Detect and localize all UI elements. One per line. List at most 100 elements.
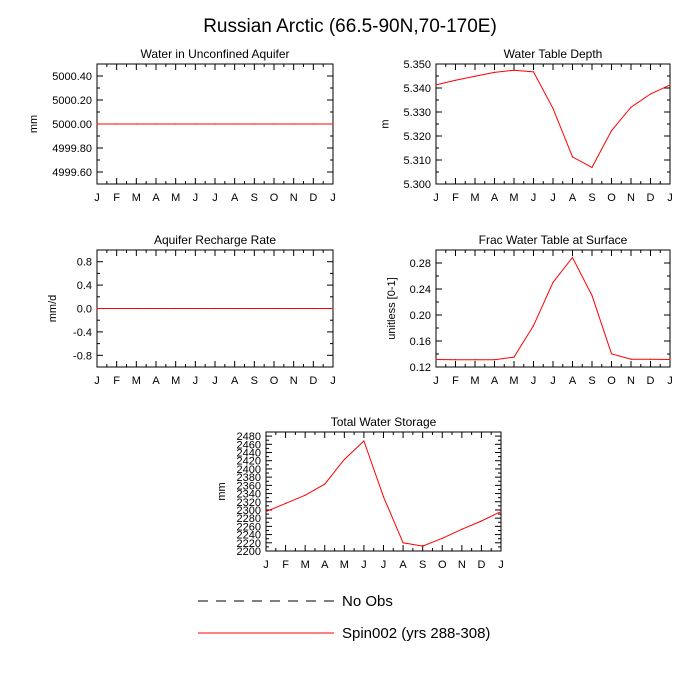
y-tick-label: 2240 xyxy=(237,530,261,542)
data-point xyxy=(214,307,216,310)
data-point xyxy=(571,256,574,259)
y-tick-label: 2280 xyxy=(237,513,261,525)
data-point xyxy=(312,307,314,310)
panel-title: Frac Water Table at Surface xyxy=(479,233,628,247)
panel-title: Water Table Depth xyxy=(504,47,603,61)
data-point xyxy=(135,123,137,125)
data-point xyxy=(461,528,463,530)
data-point xyxy=(284,502,287,504)
x-tick-label: A xyxy=(152,375,160,387)
y-tick-label: 0.4 xyxy=(77,280,92,292)
data-point xyxy=(175,123,177,125)
x-tick-label: A xyxy=(231,375,239,387)
data-point xyxy=(363,440,365,442)
y-tick-label: 5.310 xyxy=(403,155,431,167)
legend: No Obs Spin002 (yrs 288-308) xyxy=(198,593,490,642)
x-tick-label: D xyxy=(477,559,485,571)
x-tick-label: N xyxy=(627,375,635,387)
y-axis-label: mm xyxy=(28,115,40,133)
data-point xyxy=(312,123,314,125)
data-point xyxy=(649,93,652,95)
y-tick-label: 2440 xyxy=(237,448,261,460)
x-tick-label: M xyxy=(301,559,310,571)
data-point xyxy=(474,75,476,77)
x-tick-label: J xyxy=(330,375,336,387)
x-tick-label: J xyxy=(193,375,199,387)
y-tick-label: 2380 xyxy=(237,472,261,484)
x-tick-label: S xyxy=(251,375,258,387)
data-point xyxy=(532,325,535,327)
x-tick-label: N xyxy=(627,192,635,204)
y-tick-label: 5.320 xyxy=(403,131,431,143)
data-point xyxy=(293,123,295,125)
x-tick-label: O xyxy=(270,375,279,387)
data-point xyxy=(669,84,671,86)
x-tick-label: J xyxy=(667,192,673,204)
data-point xyxy=(669,358,671,361)
panel-title: Total Water Storage xyxy=(331,415,437,429)
x-tick-label: M xyxy=(509,375,518,387)
data-point xyxy=(630,106,632,108)
y-tick-label: -0.4 xyxy=(73,327,92,339)
x-tick-label: O xyxy=(607,375,616,387)
x-tick-label: J xyxy=(433,192,439,204)
x-tick-label: J xyxy=(94,192,100,204)
data-point xyxy=(630,358,632,360)
data-point xyxy=(214,123,216,125)
y-tick-label: 2360 xyxy=(237,480,261,492)
y-tick-label: 2460 xyxy=(237,439,261,451)
y-tick-label: 0.0 xyxy=(77,304,92,316)
y-tick-label: 5000.20 xyxy=(52,95,92,107)
data-point xyxy=(304,494,306,496)
y-tick-label: 2340 xyxy=(237,489,261,501)
data-point xyxy=(454,79,457,81)
y-tick-label: 5.340 xyxy=(403,83,431,95)
x-tick-label: M xyxy=(171,375,180,387)
x-tick-label: A xyxy=(321,559,329,571)
legend-label-spin002: Spin002 (yrs 288-308) xyxy=(342,625,490,642)
y-tick-label: 5.300 xyxy=(403,179,431,191)
x-tick-label: J xyxy=(330,192,336,204)
x-tick-label: J xyxy=(498,559,504,571)
plot-frame xyxy=(435,249,671,368)
data-point xyxy=(96,307,98,310)
x-tick-label: F xyxy=(113,375,120,387)
data-point xyxy=(155,307,157,310)
data-point xyxy=(435,358,437,361)
data-point xyxy=(552,281,554,283)
y-tick-label: 0.16 xyxy=(410,336,431,348)
data-point xyxy=(175,307,177,310)
data-point xyxy=(155,123,157,125)
x-tick-label: J xyxy=(212,192,218,204)
y-axis-label: mm xyxy=(216,482,228,500)
data-point xyxy=(273,307,275,310)
x-tick-label: M xyxy=(470,192,479,204)
x-tick-label: N xyxy=(458,559,466,571)
data-point xyxy=(441,537,443,539)
data-point xyxy=(591,166,593,169)
x-tick-label: N xyxy=(290,192,298,204)
data-point xyxy=(454,359,457,361)
x-tick-label: F xyxy=(113,192,120,204)
series-line xyxy=(265,440,502,547)
y-tick-label: 5000.40 xyxy=(52,71,92,83)
x-tick-label: O xyxy=(270,192,279,204)
y-tick-label: 0.12 xyxy=(410,362,431,374)
x-tick-label: J xyxy=(193,192,199,204)
y-tick-label: 5000.00 xyxy=(52,119,92,131)
data-point xyxy=(493,71,496,73)
y-tick-label: 2200 xyxy=(237,546,261,558)
x-tick-label: M xyxy=(509,192,518,204)
x-tick-label: D xyxy=(647,375,655,387)
x-tick-label: S xyxy=(588,375,595,387)
data-point xyxy=(343,458,345,461)
x-tick-label: S xyxy=(251,192,258,204)
data-point xyxy=(500,511,502,513)
data-point xyxy=(513,356,515,358)
y-tick-label: 0.24 xyxy=(410,284,431,296)
data-point xyxy=(253,307,255,310)
